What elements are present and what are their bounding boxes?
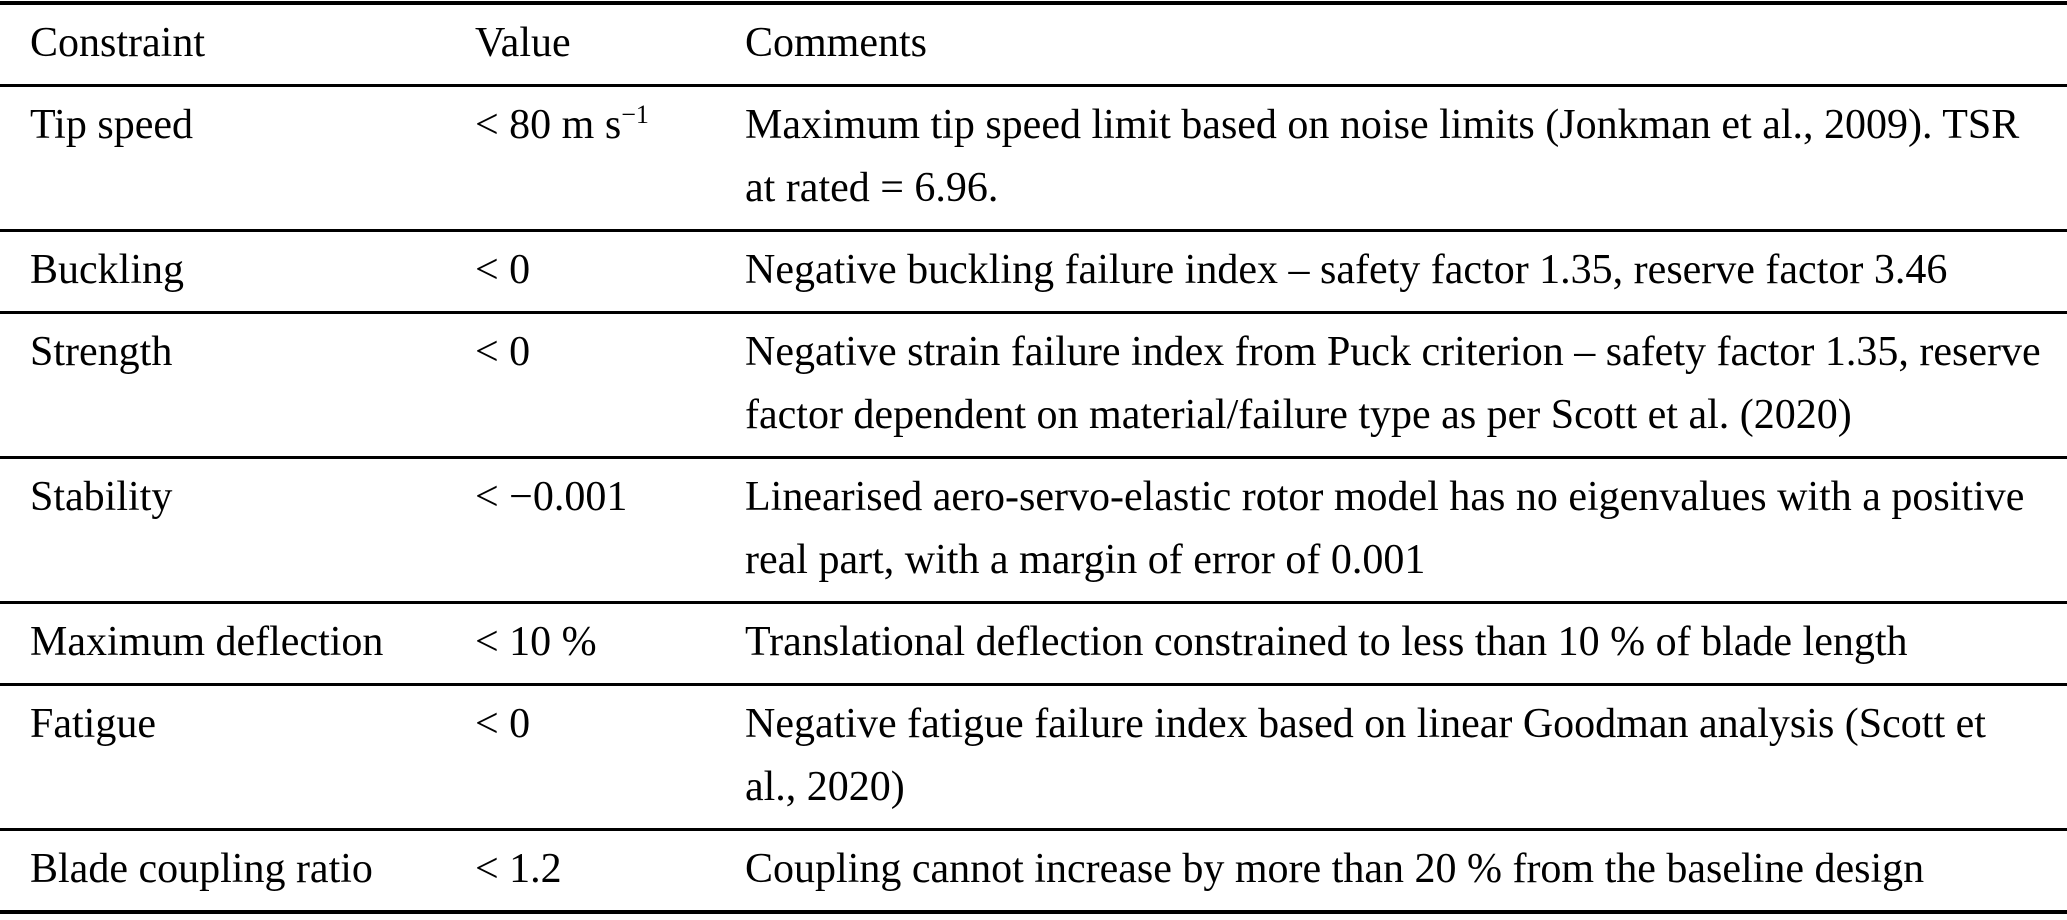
comment-cell: Negative strain failure index from Puck … xyxy=(745,329,2041,438)
table-row: Blade coupling ratio < 1.2 Coupling cann… xyxy=(0,830,2067,913)
comment-cell: Linearised aero-servo-elastic rotor mode… xyxy=(745,474,2025,583)
value-text: < −0.001 xyxy=(475,474,628,520)
value-cell: < 0 xyxy=(475,313,745,458)
value-text: < 1.2 xyxy=(475,846,562,892)
constraint-cell: Stability xyxy=(30,474,173,520)
table-row: Tip speed < 80 m s−1 Maximum tip speed l… xyxy=(0,86,2067,231)
value-cell: < 0 xyxy=(475,685,745,830)
value-cell: < 1.2 xyxy=(475,830,745,913)
table-row: Strength < 0 Negative strain failure ind… xyxy=(0,313,2067,458)
value-text: < 0 xyxy=(475,329,531,375)
column-header-constraint: Constraint xyxy=(30,20,205,66)
constraint-cell: Tip speed xyxy=(30,102,193,148)
header-row: Constraint Value Comments xyxy=(0,3,2067,86)
table-row: Fatigue < 0 Negative fatigue failure ind… xyxy=(0,685,2067,830)
value-superscript: −1 xyxy=(621,100,649,129)
value-text: < 0 xyxy=(475,701,531,747)
table-row: Stability < −0.001 Linearised aero-servo… xyxy=(0,458,2067,603)
constraint-cell: Buckling xyxy=(30,247,184,293)
value-cell: < 10 % xyxy=(475,603,745,685)
table-row: Buckling < 0 Negative buckling failure i… xyxy=(0,231,2067,313)
value-text: < 10 % xyxy=(475,619,597,665)
comment-cell: Negative buckling failure index – safety… xyxy=(745,247,1948,293)
column-header-comments: Comments xyxy=(745,20,928,66)
comment-cell: Coupling cannot increase by more than 20… xyxy=(745,846,1925,892)
comment-cell: Maximum tip speed limit based on noise l… xyxy=(745,102,2020,211)
constraint-cell: Blade coupling ratio xyxy=(30,846,373,892)
value-text: < 80 m s xyxy=(475,102,622,148)
constraint-cell: Fatigue xyxy=(30,701,156,747)
comment-cell: Negative fatigue failure index based on … xyxy=(745,701,1986,810)
value-cell: < 0 xyxy=(475,231,745,313)
constraint-cell: Maximum deflection xyxy=(30,619,384,665)
value-cell: < 80 m s−1 xyxy=(475,86,745,231)
value-text: < 0 xyxy=(475,247,531,293)
comment-cell: Translational deflection constrained to … xyxy=(745,619,1908,665)
constraint-cell: Strength xyxy=(30,329,173,375)
table-row: Maximum deflection < 10 % Translational … xyxy=(0,603,2067,685)
value-cell: < −0.001 xyxy=(475,458,745,603)
column-header-value: Value xyxy=(475,20,571,66)
